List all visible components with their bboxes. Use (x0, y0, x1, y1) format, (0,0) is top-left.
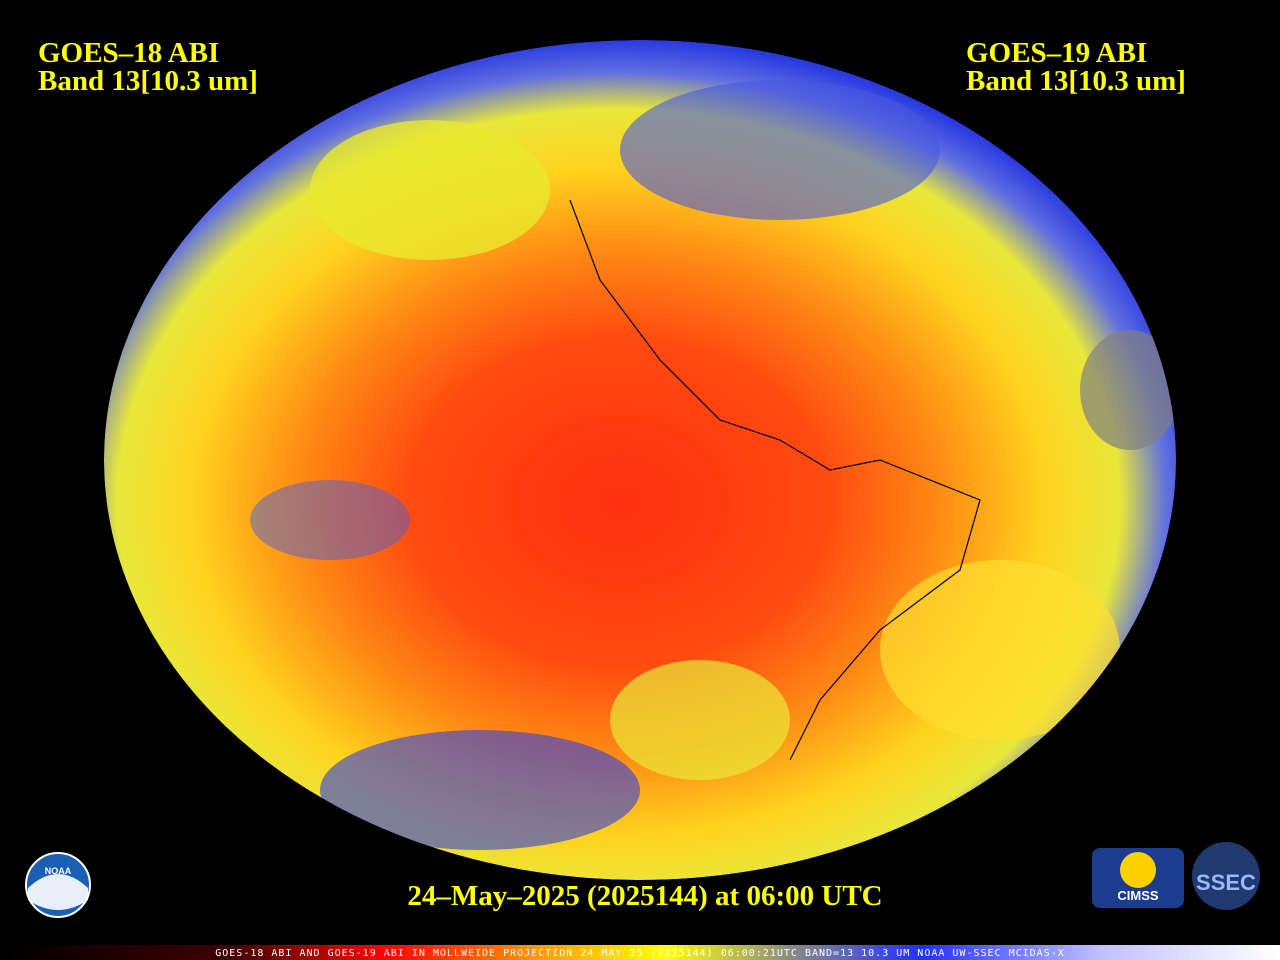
right-band: Band 13[10.3 um] (966, 65, 1186, 97)
ssec-text: SSEC (1196, 870, 1256, 895)
left-band: Band 13[10.3 um] (38, 65, 258, 97)
color-bar (0, 945, 1280, 960)
right-title: GOES–19 ABI (966, 37, 1147, 69)
ssec-logo: SSEC (1192, 842, 1260, 910)
earth-disk (104, 40, 1176, 880)
timestamp: 24–May–2025 (2025144) at 06:00 UTC (407, 880, 882, 912)
noaa-logo: NOAA (25, 852, 91, 918)
cimss-text: CIMSS (1117, 888, 1159, 903)
left-title: GOES–18 ABI (38, 37, 219, 69)
cimss-logo: CIMSS (1092, 848, 1184, 908)
footer-text: GOES-18 ABI AND GOES-19 ABI IN MOLLWEIDE… (215, 948, 1064, 959)
noaa-text: NOAA (45, 866, 72, 876)
